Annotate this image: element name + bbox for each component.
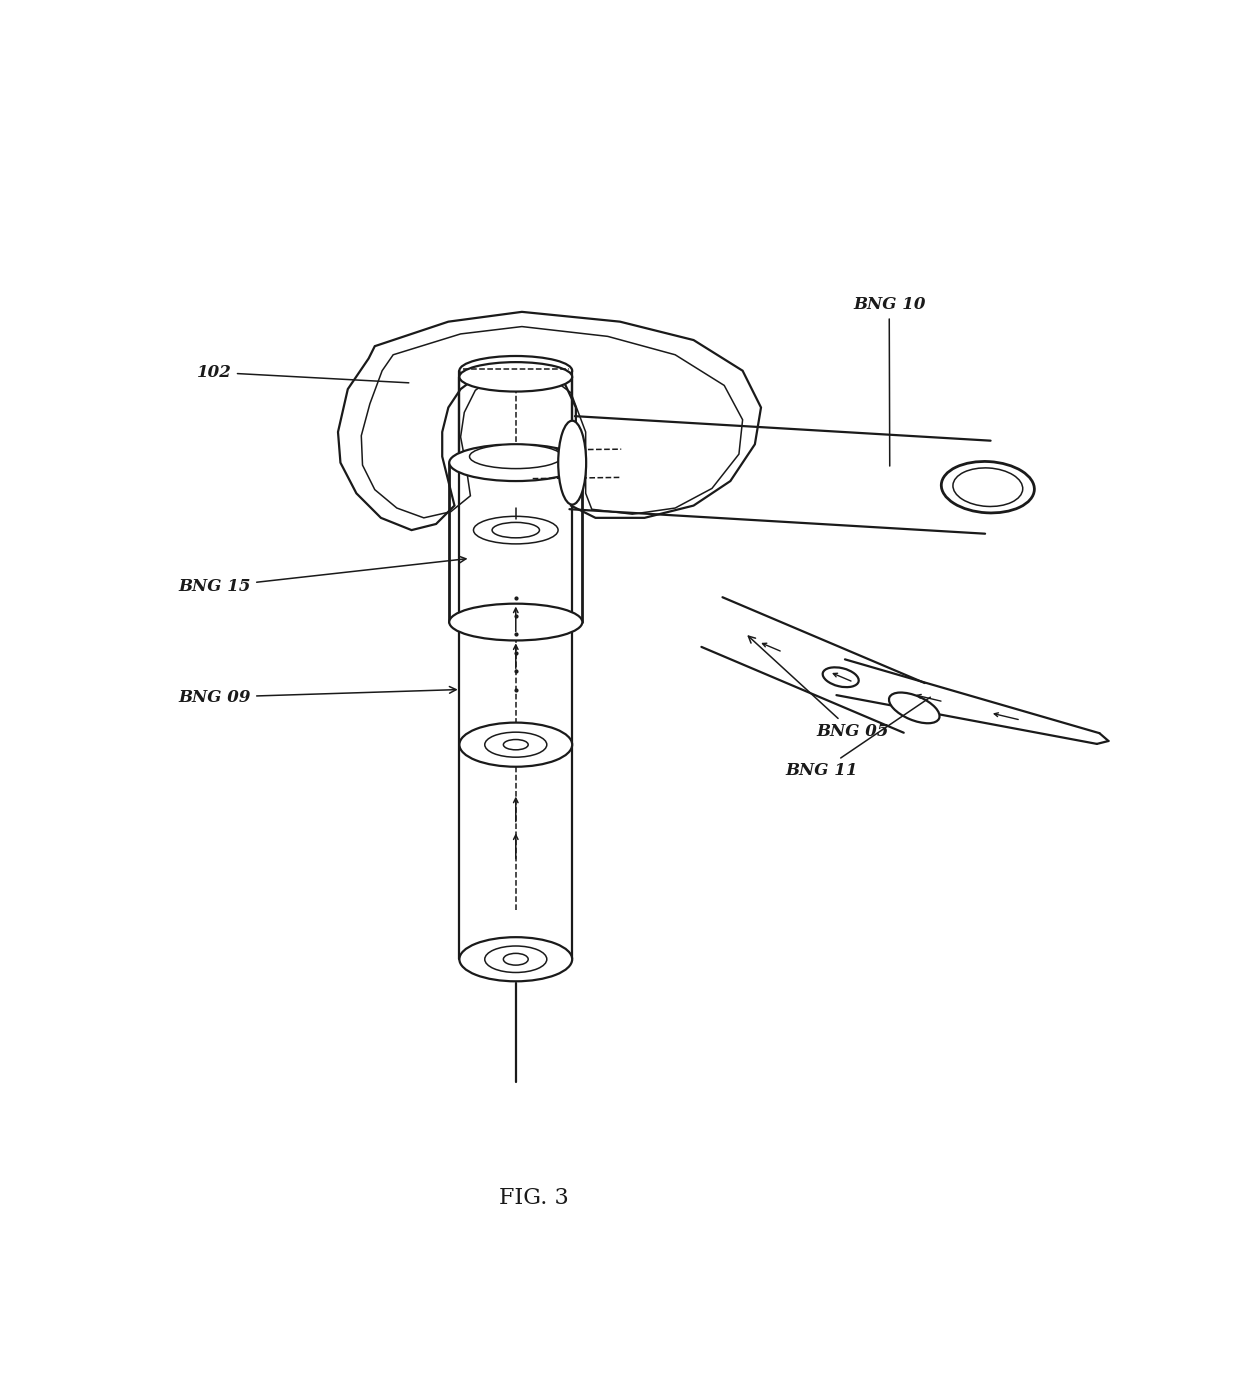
Ellipse shape bbox=[558, 421, 587, 505]
Ellipse shape bbox=[492, 523, 539, 538]
Ellipse shape bbox=[470, 444, 562, 469]
Text: 102: 102 bbox=[197, 364, 409, 383]
Ellipse shape bbox=[474, 516, 558, 543]
Ellipse shape bbox=[822, 667, 859, 687]
Text: BNG 05: BNG 05 bbox=[749, 636, 889, 741]
Ellipse shape bbox=[459, 356, 572, 385]
Ellipse shape bbox=[449, 604, 583, 640]
Ellipse shape bbox=[485, 946, 547, 972]
Text: BNG 11: BNG 11 bbox=[785, 698, 930, 779]
Ellipse shape bbox=[503, 953, 528, 965]
Polygon shape bbox=[339, 312, 761, 530]
Ellipse shape bbox=[503, 739, 528, 750]
Text: BNG 09: BNG 09 bbox=[179, 687, 456, 706]
Ellipse shape bbox=[459, 363, 572, 392]
Text: BNG 15: BNG 15 bbox=[179, 556, 466, 596]
Ellipse shape bbox=[941, 462, 1034, 513]
Ellipse shape bbox=[459, 723, 572, 767]
Ellipse shape bbox=[485, 732, 547, 757]
Ellipse shape bbox=[449, 444, 583, 481]
Ellipse shape bbox=[459, 938, 572, 982]
Ellipse shape bbox=[952, 467, 1023, 506]
Ellipse shape bbox=[889, 692, 940, 723]
Text: BNG 10: BNG 10 bbox=[853, 296, 925, 466]
Text: FIG. 3: FIG. 3 bbox=[500, 1187, 569, 1209]
